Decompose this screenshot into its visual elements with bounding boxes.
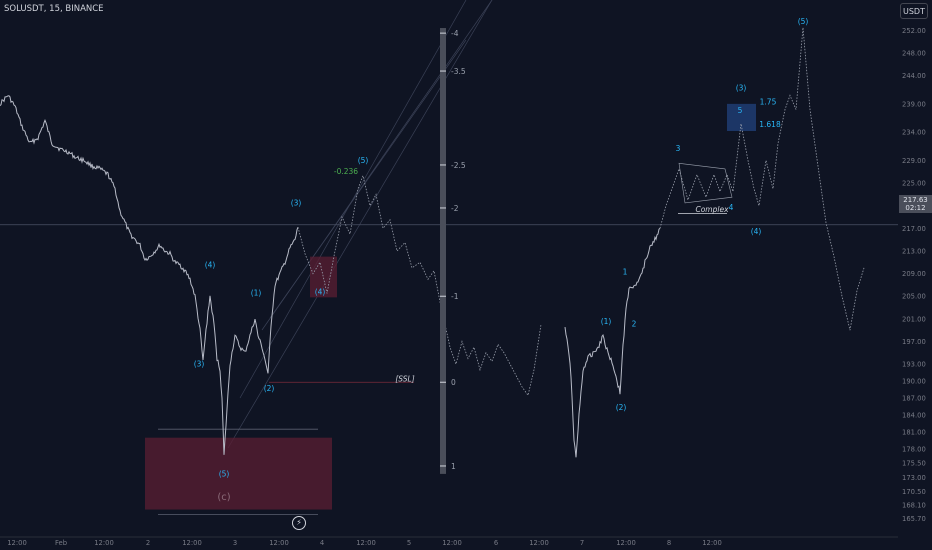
wave-label: 1 <box>623 267 628 276</box>
time-tick-label: 12:00 <box>269 539 289 547</box>
annotation-label: 1.618 <box>759 120 781 129</box>
time-tick-label: 12:00 <box>616 539 636 547</box>
fib-scale-label: -4 <box>451 29 459 38</box>
price-tick-label: 205.00 <box>902 293 926 301</box>
time-tick-label: 12:00 <box>7 539 27 547</box>
wave-label: (4) <box>315 288 326 297</box>
price-axis-bg <box>898 0 932 550</box>
price-tick-label: 178.00 <box>902 446 926 454</box>
price-tick-label: 225.00 <box>902 180 926 188</box>
lightning-icon[interactable]: ⚡ <box>292 516 306 530</box>
time-tick-label: 12:00 <box>529 539 549 547</box>
fib-scale-bar <box>440 28 446 474</box>
annotation-label: (c) <box>217 492 230 503</box>
price-tick-label: 244.00 <box>902 72 926 80</box>
wave-label: (4) <box>205 261 216 270</box>
wave-label: (5) <box>219 469 230 478</box>
target-box <box>727 103 756 132</box>
complex-triangle <box>678 162 733 204</box>
price-tick-label: 229.00 <box>902 157 926 165</box>
price-tick-label: 175.50 <box>902 460 926 468</box>
wave-label: (3) <box>291 198 302 207</box>
last-price-tag: 217.63 02:12 <box>899 195 932 213</box>
time-tick-label: 12:00 <box>182 539 202 547</box>
wave-label: 2 <box>632 319 637 328</box>
wave-label: (2) <box>264 384 275 393</box>
wave-label: (1) <box>601 317 612 326</box>
wave-label: 5 <box>738 106 743 115</box>
price-tick-label: 239.00 <box>902 100 926 108</box>
time-tick-label: 12:00 <box>356 539 376 547</box>
price-tick-label: 193.00 <box>902 361 926 369</box>
wave-label: 4 <box>729 203 734 212</box>
fib-scale-label: 1 <box>451 462 456 471</box>
time-tick-label: 12:00 <box>94 539 114 547</box>
time-tick-label: Feb <box>55 539 67 547</box>
annotation-label: -0.236 <box>334 167 358 176</box>
price-tick-label: 252.00 <box>902 27 926 35</box>
wave-label: 3 <box>676 144 681 153</box>
price-tick-label: 184.00 <box>902 412 926 420</box>
fib-scale-label: -3.5 <box>451 67 466 76</box>
time-tick-label: 12:00 <box>442 539 462 547</box>
demand-zone <box>145 437 332 510</box>
price-tick-label: 248.00 <box>902 49 926 57</box>
price-tick-label: 197.00 <box>902 338 926 346</box>
projection-path-1 <box>297 174 542 397</box>
currency-badge[interactable]: USDT <box>900 3 928 19</box>
wave-label: (3) <box>194 360 205 369</box>
price-tick-label: 201.00 <box>902 315 926 323</box>
symbol-label: SOLUSDT, 15, BINANCE <box>4 4 104 14</box>
fib-scale-label: 0 <box>451 378 456 387</box>
price-tick-label: 234.00 <box>902 129 926 137</box>
price-tick-label: 187.00 <box>902 395 926 403</box>
wave-label: (5) <box>358 156 369 165</box>
time-tick-label: 7 <box>580 539 584 547</box>
price-tick-label: 213.00 <box>902 247 926 255</box>
annotation-label: [SSL] <box>395 374 414 383</box>
time-tick-label: 6 <box>494 539 498 547</box>
time-tick-label: 12:00 <box>702 539 722 547</box>
time-tick-label: 2 <box>146 539 150 547</box>
price-tick-label: 173.00 <box>902 474 926 482</box>
time-tick-label: 3 <box>233 539 237 547</box>
price-tick-label: 170.50 <box>902 488 926 496</box>
fib-scale-label: -1 <box>451 292 459 301</box>
price-tick-label: 190.00 <box>902 378 926 386</box>
wave-label: (3) <box>736 83 747 92</box>
price-tick-label: 168.10 <box>902 502 926 510</box>
wave-label: (4) <box>751 227 762 236</box>
fib-scale-label: -2 <box>451 204 459 213</box>
fib-channel-line <box>269 39 467 319</box>
projection-path-2 <box>659 27 865 331</box>
time-tick-label: 4 <box>320 539 324 547</box>
price-tick-label: 209.00 <box>902 270 926 278</box>
price-line-series-2 <box>564 227 661 458</box>
wave-label: (5) <box>798 17 809 26</box>
wave-label: (1) <box>251 288 262 297</box>
wave4-zone <box>310 256 337 298</box>
time-tick-label: 8 <box>667 539 671 547</box>
annotation-label: Complex <box>695 205 729 214</box>
time-tick-label: 5 <box>407 539 411 547</box>
fib-scale-label: -2.5 <box>451 161 466 170</box>
price-tick-label: 181.00 <box>902 429 926 437</box>
fib-channel-line <box>227 0 493 449</box>
wave-label: (2) <box>616 403 627 412</box>
bar-countdown: 02:12 <box>905 204 926 212</box>
last-price-value: 217.63 <box>903 196 928 204</box>
price-tick-label: 165.70 <box>902 515 926 523</box>
annotation-label: 1.75 <box>760 98 777 107</box>
price-tick-label: 217.00 <box>902 225 926 233</box>
price-line-series-1 <box>0 95 299 455</box>
